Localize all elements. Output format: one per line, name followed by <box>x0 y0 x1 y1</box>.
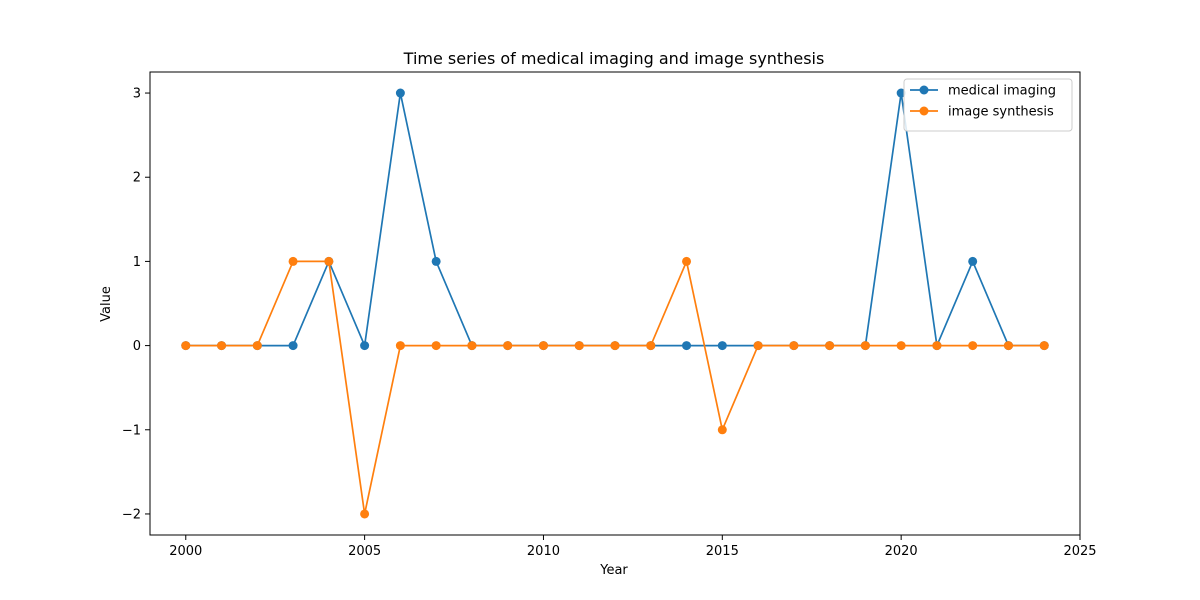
y-tick-label: −1 <box>122 423 141 438</box>
data-point <box>181 341 191 351</box>
y-tick-label: −2 <box>122 507 141 522</box>
data-point <box>1003 341 1013 351</box>
legend-label: medical imaging <box>948 84 1056 99</box>
x-axis-title: Year <box>599 563 628 578</box>
data-point <box>610 341 620 351</box>
data-point <box>717 341 727 351</box>
legend-item: medical imaging <box>910 84 1056 99</box>
data-point <box>574 341 584 351</box>
data-point <box>789 341 799 351</box>
x-axis-ticks: 2000 2005 2010 2015 2020 2025 <box>169 535 1097 559</box>
x-tick-label: 2005 <box>348 544 381 559</box>
data-point <box>968 341 978 351</box>
series-2 <box>181 256 1049 519</box>
data-point <box>288 341 298 351</box>
x-tick-label: 2020 <box>885 544 918 559</box>
x-tick-label: 2025 <box>1063 544 1096 559</box>
data-point <box>968 256 978 266</box>
data-point <box>395 88 405 98</box>
data-point <box>360 509 370 519</box>
data-point <box>431 256 441 266</box>
legend-marker <box>919 85 929 95</box>
data-point <box>288 256 298 266</box>
chart-title: Time series of medical imaging and image… <box>403 49 825 68</box>
y-tick-label: 2 <box>133 171 141 186</box>
data-point <box>682 256 692 266</box>
data-point <box>896 341 906 351</box>
data-point <box>467 341 477 351</box>
data-point <box>1039 341 1049 351</box>
plot-frame <box>149 71 1081 536</box>
data-point <box>682 341 692 351</box>
data-point <box>860 341 870 351</box>
data-point <box>896 88 906 98</box>
legend-item: image synthesis <box>910 105 1054 120</box>
x-tick-label: 2015 <box>706 544 739 559</box>
legend: medical imaging image synthesis <box>903 78 1073 132</box>
data-point <box>753 341 763 351</box>
y-axis-title: Value <box>99 286 114 322</box>
data-point <box>431 341 441 351</box>
legend-marker <box>919 106 929 116</box>
data-point <box>324 256 334 266</box>
series-layer <box>181 88 1049 519</box>
data-point <box>646 341 656 351</box>
data-point <box>503 341 513 351</box>
y-tick-label: 0 <box>133 339 141 354</box>
y-axis-ticks: −2 −1 0 1 2 3 <box>122 87 150 522</box>
legend-label: image synthesis <box>948 105 1054 120</box>
data-point <box>538 341 548 351</box>
data-point <box>217 341 227 351</box>
y-tick-label: 3 <box>133 87 141 102</box>
x-tick-label: 2000 <box>169 544 202 559</box>
data-point <box>717 425 727 435</box>
legend-box <box>903 78 1073 132</box>
y-tick-label: 1 <box>133 255 141 270</box>
plot-area <box>149 71 1081 536</box>
x-tick-label: 2010 <box>527 544 560 559</box>
data-point <box>360 341 370 351</box>
data-point <box>825 341 835 351</box>
data-point <box>932 341 942 351</box>
data-point <box>395 341 405 351</box>
data-point <box>252 341 262 351</box>
